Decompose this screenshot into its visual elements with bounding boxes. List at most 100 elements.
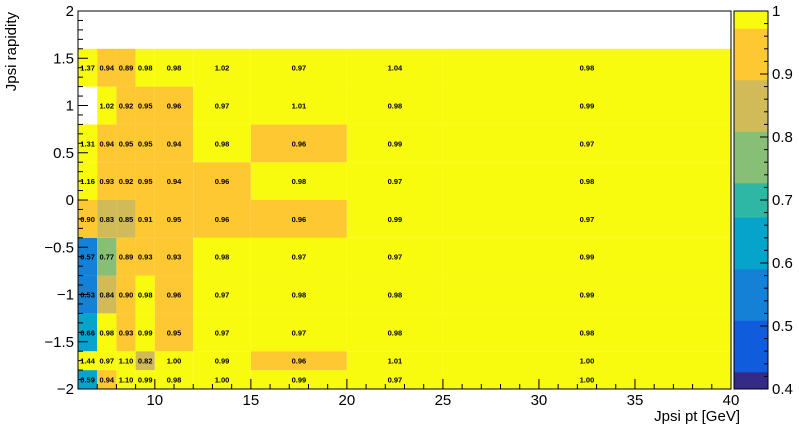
heatmap-cell <box>442 275 731 314</box>
heatmap-cell <box>346 275 443 314</box>
cell-value: 0.94 <box>167 177 182 186</box>
cell-value: 0.96 <box>292 357 307 366</box>
color-scale-band <box>734 285 768 304</box>
color-scale-label: 0.8 <box>772 129 793 146</box>
heatmap-cell <box>154 86 194 125</box>
color-scale-band <box>734 11 768 29</box>
cell-value: 0.97 <box>388 177 403 186</box>
color-scale-axis: 0.4 0.5 0.6 0.7 0.8 0.9 1 <box>760 3 793 398</box>
cell-value: 0.97 <box>215 291 230 300</box>
cell-value: 0.94 <box>100 139 115 148</box>
cell-value: 0.98 <box>138 64 153 73</box>
cell-value: 1.37 <box>80 64 95 73</box>
cell-value: 0.98 <box>580 328 595 337</box>
heatmap-cell <box>135 237 155 276</box>
cell-value: 1.10 <box>119 357 134 366</box>
heatmap-cell <box>135 124 155 163</box>
cell-value: 0.96 <box>292 215 307 224</box>
heatmap-cell <box>250 313 347 352</box>
y-tick-label: −1.5 <box>44 334 74 351</box>
heatmap-cell <box>135 86 155 125</box>
heatmap-cell <box>193 124 251 163</box>
color-scale-label: 0.4 <box>772 381 793 398</box>
cell-value: 0.77 <box>100 253 115 262</box>
heatmap-cell <box>193 48 251 87</box>
color-scale-band <box>734 217 768 235</box>
heatmap-cell <box>97 124 117 163</box>
x-axis-title: Jpsi pt [GeV] <box>654 408 740 425</box>
cell-value: 0.99 <box>138 328 153 337</box>
heatmap-cell <box>250 162 347 200</box>
cell-value: 0.97 <box>100 357 115 366</box>
cell-value: 0.96 <box>167 102 182 111</box>
cell-value: 0.95 <box>167 328 182 337</box>
color-scale-bar <box>733 10 769 390</box>
cell-value: 1.44 <box>80 357 95 366</box>
heatmap-cell <box>442 200 731 238</box>
y-axis: −2 −1.5 −1 −0.5 0 0.5 1 1.5 2 <box>44 3 88 398</box>
cell-value: 0.99 <box>580 291 595 300</box>
heatmap-cell <box>193 86 251 125</box>
cell-value: 0.95 <box>167 215 182 224</box>
cell-value: 1.01 <box>388 357 403 366</box>
heatmap-cell <box>250 370 347 389</box>
cell-value: 0.95 <box>119 139 134 148</box>
cell-value: 0.97 <box>215 102 230 111</box>
y-tick-label: 0 <box>66 192 74 209</box>
heatmap-cell <box>97 275 117 314</box>
cell-value: 1.02 <box>100 102 115 111</box>
heatmap-cell <box>116 313 136 352</box>
cell-value: 0.98 <box>215 139 230 148</box>
heatmap-cell <box>97 313 117 352</box>
heatmap-cell <box>154 351 194 371</box>
y-tick-label: 1.5 <box>53 50 74 67</box>
heatmap-cell <box>154 237 194 276</box>
color-scale-label: 0.7 <box>772 192 793 209</box>
heatmap-cell <box>154 124 194 163</box>
cell-value: 0.92 <box>119 177 134 186</box>
color-scale-band <box>734 79 768 98</box>
heatmap-cell <box>442 162 731 200</box>
heatmap-cell <box>78 370 98 389</box>
cell-value: 0.91 <box>138 215 153 224</box>
color-scale-band <box>734 337 768 356</box>
heatmap-cell <box>97 200 117 238</box>
heatmap-cell <box>116 124 136 163</box>
color-scale-band <box>734 131 768 149</box>
cell-value: 0.96 <box>215 215 230 224</box>
heatmap-cell <box>135 275 155 314</box>
cell-value: 0.95 <box>138 177 153 186</box>
color-scale-band <box>734 96 768 115</box>
cell-value: 0.82 <box>138 357 153 366</box>
cell-value: 0.84 <box>100 291 115 300</box>
color-scale-label: 0.5 <box>772 318 793 335</box>
y-tick-label: −0.5 <box>44 239 74 256</box>
heatmap-cell <box>346 200 443 238</box>
color-scale-band <box>734 268 768 287</box>
color-scale-band <box>734 371 768 390</box>
cell-value: 0.95 <box>138 139 153 148</box>
heatmap-cell <box>250 275 347 314</box>
heatmap-cell <box>346 237 443 276</box>
heatmap-cell <box>250 351 347 371</box>
heatmap-cell <box>346 124 443 163</box>
heatmap-cell <box>250 200 347 238</box>
cell-value: 1.31 <box>80 139 95 148</box>
y-tick-label: 1 <box>66 98 74 115</box>
cell-value: 0.98 <box>580 177 595 186</box>
x-tick-label: 10 <box>146 392 163 409</box>
y-tick-label: 0.5 <box>53 145 74 162</box>
heatmap-cell <box>193 313 251 352</box>
cell-value: 1.00 <box>580 376 595 385</box>
cell-value: 0.92 <box>119 102 134 111</box>
heatmap-cell <box>250 124 347 163</box>
cell-value: 0.97 <box>388 376 403 385</box>
heatmap-cell <box>442 124 731 163</box>
heatmap-cell <box>193 200 251 238</box>
cell-value: 0.93 <box>138 253 153 262</box>
color-scale-band <box>734 182 768 201</box>
cell-value: 0.93 <box>100 177 115 186</box>
heatmap-cell <box>346 48 443 87</box>
heatmap-cell <box>116 200 136 238</box>
cell-value: 0.94 <box>100 64 115 73</box>
